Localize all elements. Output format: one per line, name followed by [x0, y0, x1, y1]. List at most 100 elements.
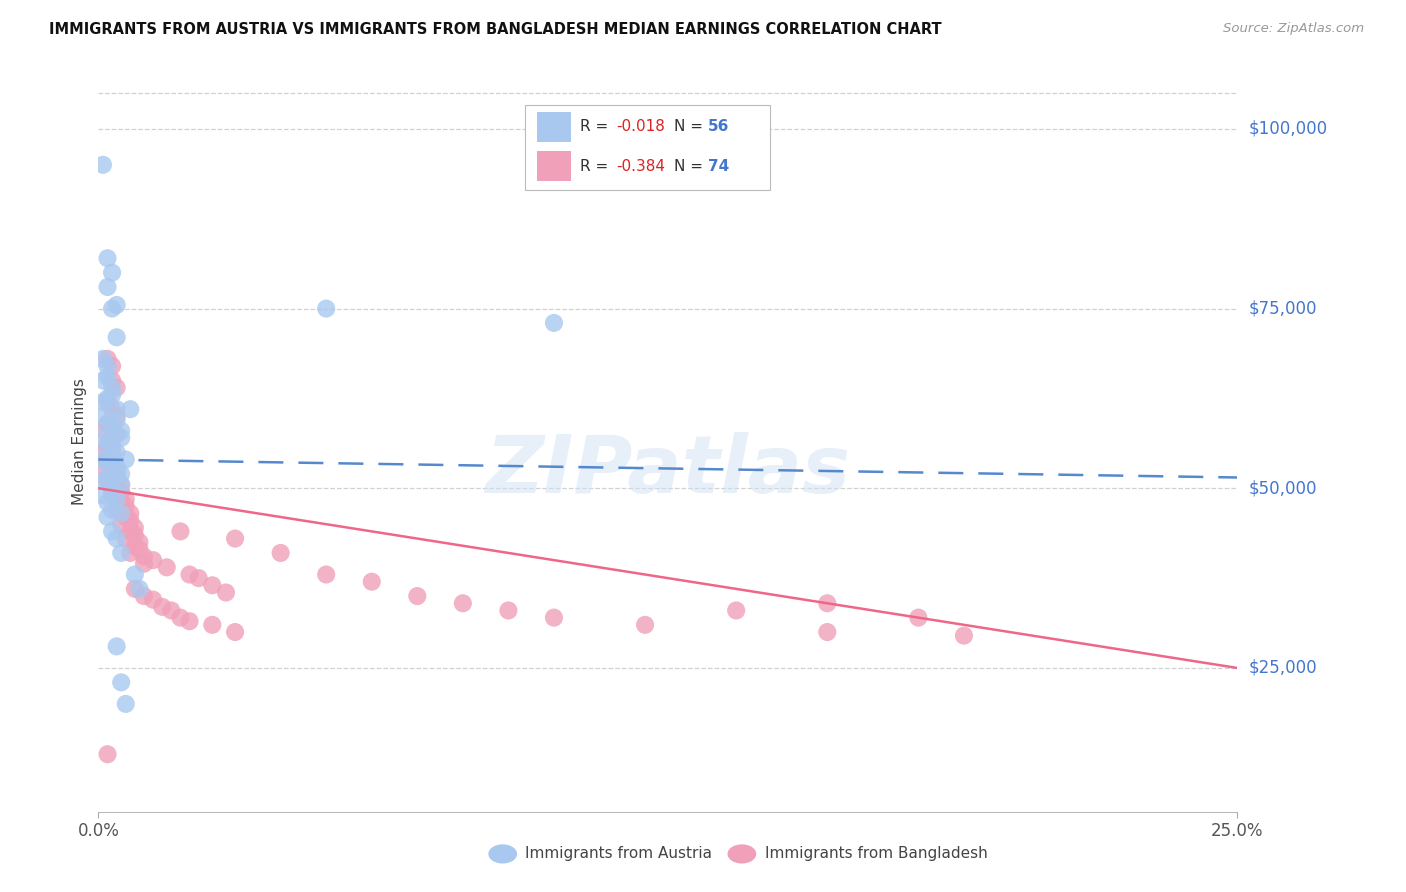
Point: [634, 617, 657, 632]
Text: Source: ZipAtlas.com: Source: ZipAtlas.com: [1223, 22, 1364, 36]
Point: [105, 640, 128, 654]
Point: [160, 603, 183, 617]
Point: [96, 438, 118, 452]
Point: [105, 467, 128, 481]
Point: [105, 481, 128, 495]
Point: [101, 467, 124, 481]
Point: [96, 510, 118, 524]
Point: [114, 510, 136, 524]
Point: [114, 500, 136, 514]
Text: R =: R =: [581, 120, 613, 135]
Point: [114, 452, 136, 467]
Point: [110, 495, 132, 509]
Point: [105, 381, 128, 395]
Point: [360, 574, 382, 589]
Point: [101, 374, 124, 388]
Point: [101, 420, 124, 434]
Text: 56: 56: [707, 120, 730, 135]
Point: [101, 359, 124, 373]
Point: [101, 402, 124, 417]
Point: [543, 610, 565, 624]
Point: [110, 424, 132, 438]
Point: [156, 560, 179, 574]
Point: [128, 542, 150, 557]
Point: [105, 470, 128, 484]
Point: [96, 369, 118, 384]
Point: [169, 610, 191, 624]
Point: [101, 301, 124, 316]
Text: Immigrants from Bangladesh: Immigrants from Bangladesh: [765, 847, 987, 862]
Point: [91, 424, 114, 438]
Point: [105, 409, 128, 424]
Point: [101, 442, 124, 456]
Point: [224, 532, 246, 546]
Point: [105, 491, 128, 506]
Point: [101, 266, 124, 280]
Point: [120, 402, 142, 417]
Point: [101, 434, 124, 449]
Point: [91, 351, 114, 366]
Point: [91, 431, 114, 445]
Text: -0.018: -0.018: [617, 120, 665, 135]
Point: [201, 617, 224, 632]
Point: [101, 381, 124, 395]
Point: [96, 438, 118, 452]
Point: [91, 395, 114, 409]
Point: [105, 445, 128, 459]
Point: [96, 470, 118, 484]
Point: [406, 589, 429, 603]
Point: [124, 567, 146, 582]
Point: [451, 596, 474, 610]
Point: [169, 524, 191, 539]
Point: [110, 477, 132, 491]
Circle shape: [489, 845, 516, 863]
Point: [120, 514, 142, 528]
Point: [110, 675, 132, 690]
Point: [132, 589, 155, 603]
Point: [179, 567, 201, 582]
Point: [96, 456, 118, 470]
Point: [215, 585, 238, 599]
Point: [105, 427, 128, 442]
Point: [120, 524, 142, 539]
Text: N =: N =: [673, 159, 707, 174]
Point: [105, 532, 128, 546]
Point: [120, 546, 142, 560]
Point: [315, 301, 337, 316]
Point: [725, 603, 748, 617]
Circle shape: [728, 845, 755, 863]
Point: [150, 599, 173, 614]
Point: [201, 578, 224, 592]
Point: [132, 549, 155, 564]
Point: [101, 524, 124, 539]
Point: [498, 603, 520, 617]
Text: $75,000: $75,000: [1249, 300, 1317, 318]
Point: [101, 481, 124, 495]
Point: [96, 395, 118, 409]
Text: -0.384: -0.384: [617, 159, 665, 174]
Point: [543, 316, 565, 330]
Point: [105, 459, 128, 474]
Y-axis label: Median Earnings: Median Earnings: [72, 378, 87, 505]
Point: [124, 521, 146, 535]
Point: [142, 592, 165, 607]
Point: [101, 431, 124, 445]
Bar: [537, 112, 571, 142]
Point: [315, 567, 337, 582]
Point: [815, 625, 838, 640]
Point: [96, 474, 118, 488]
Point: [91, 459, 114, 474]
Point: [101, 503, 124, 517]
Point: [907, 610, 929, 624]
Point: [110, 546, 132, 560]
FancyBboxPatch shape: [526, 104, 770, 190]
Bar: [537, 152, 571, 181]
Point: [110, 517, 132, 532]
Point: [96, 495, 118, 509]
Point: [270, 546, 292, 560]
Point: [96, 747, 118, 762]
Point: [96, 392, 118, 406]
Point: [91, 474, 114, 488]
Point: [132, 557, 155, 571]
Point: [114, 491, 136, 506]
